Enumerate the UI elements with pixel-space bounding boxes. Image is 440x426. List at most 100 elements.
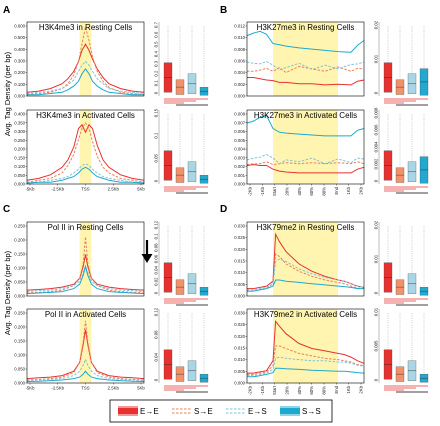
y-tick-label: 0.006 (234, 59, 245, 64)
y-tick-label: 0.150 (14, 155, 25, 160)
x-tick-label: 20% (285, 187, 290, 196)
x-tick-label: End (334, 186, 339, 194)
plot-h3k27me3-in-resting-cells: H3K27me3 in Resting Cells0.0120.0100.008… (234, 20, 429, 106)
series-line-ee (26, 123, 145, 181)
boxplot-h3k27me3-in-activated-cells: 0.008 0.006 0.004 0.002 0 (374, 107, 429, 194)
boxplot-tick-label: 0.1 (154, 233, 159, 240)
x-tick-label: -5Kb (25, 386, 35, 391)
boxplot-tick-label: 0.3 (154, 60, 159, 67)
series-line-ee (26, 329, 145, 380)
y-tick-label: 0.004 (234, 70, 245, 75)
y-tick-label: 0.000 (14, 94, 25, 99)
y-tick-label: 0.002 (234, 164, 245, 169)
y-tick-label: 0.005 (234, 282, 245, 287)
series-line-ee (26, 43, 145, 93)
y-tick-label: 0.007 (234, 120, 245, 125)
x-tick-label: 2.5Kb (108, 386, 120, 391)
boxplot-tick-label: 0.004 (374, 141, 379, 152)
plot-title: H3K79me2 in Activated Cells (254, 310, 357, 319)
y-tick-label: 0.000 (14, 294, 25, 299)
legend-label: S→E (194, 407, 213, 416)
y-tick-label: 0.006 (234, 129, 245, 134)
plot-frame (26, 221, 145, 297)
series-line-se (26, 320, 145, 381)
boxplot-tick-label: 0 (154, 291, 159, 294)
legend-label: E→S (248, 407, 267, 416)
series-line-ss (26, 166, 145, 184)
plot-frame (246, 21, 365, 97)
boxplot-tick-label: 0.02 (374, 20, 379, 29)
y-tick-label: 0.050 (14, 280, 25, 285)
series-line-ee (247, 319, 365, 374)
boxplot-tick-label: 0.7 (154, 21, 159, 28)
y-tick-label: 0.400 (14, 47, 25, 52)
boxplot-tick-label: 0.4 (154, 51, 159, 58)
x-tick-label: 1Kb (346, 385, 351, 393)
x-tick-label: Start (272, 385, 277, 395)
plot-h3k4me3-in-activated-cells: H3K4me3 in Activated Cells 0.400 0.350 0.30… (14, 108, 209, 194)
y-tick-label: 0.100 (14, 82, 25, 87)
series-line-ss (247, 367, 365, 378)
plot-frame (246, 221, 365, 297)
plot-title: H3K27me3 in Resting Cells (257, 23, 355, 32)
y-tick-label: 0.100 (14, 164, 25, 169)
y-tick-label: 0.150 (14, 252, 25, 257)
x-tick-label: 60% (309, 187, 314, 196)
plot-title: Pol II in Activated Cells (45, 310, 126, 319)
y-tick-label: 0.030 (234, 224, 245, 229)
legend-swatch (118, 407, 138, 415)
series-line-es (246, 153, 365, 165)
x-tick-label: 1Kb (346, 186, 351, 194)
boxplot-tick-label: 0.1 (154, 80, 159, 87)
y-tick-label: 0.008 (234, 112, 245, 117)
boxplot-tick-label: 0.08 (154, 243, 159, 252)
series-line-se (247, 345, 365, 375)
x-tick-label: 5Kb (137, 386, 145, 391)
x-tick-label: TSS (81, 187, 89, 192)
y-tick-label: 0.300 (14, 59, 25, 64)
boxplot-tick-label: 0.04 (154, 353, 159, 362)
y-tick-label: 0.000 (234, 294, 245, 299)
legend-frame (109, 399, 333, 423)
boxplot-pol-ii-in-resting-cells: 0.12 0.1 0.08 0.06 0.04 0.02 0 (154, 220, 209, 306)
boxplot-tick-label: 0.5 (154, 41, 159, 48)
plot-title: H3K79me2 in Resting Cells (257, 223, 355, 232)
boxplot-tick-label: 0.05 (154, 154, 159, 163)
series-line-es (247, 258, 365, 291)
boxplot-tick-label: 0.006 (374, 124, 379, 135)
ylabel-panel-a: Avg. Tag Density (per bp) (3, 51, 12, 136)
boxplot-tick-label: 0.12 (154, 220, 159, 229)
series-line-es (246, 60, 365, 71)
y-tick-label: 0.250 (14, 138, 25, 143)
down-arrow-icon (141, 240, 153, 263)
boxplot-tick-label: 0.01 (374, 254, 379, 263)
series-line-ss (26, 370, 145, 382)
y-tick-label: 0.010 (234, 270, 245, 275)
y-tick-label: 0.500 (14, 35, 25, 40)
y-tick-label: 0.004 (234, 147, 245, 152)
y-tick-label: 0.200 (14, 147, 25, 152)
y-tick-label: 0.001 (234, 173, 245, 178)
boxplot-tick-label: 0.01 (374, 307, 379, 316)
y-tick-label: 0.000 (234, 182, 245, 187)
y-tick-label: 0.250 (14, 311, 25, 316)
y-tick-label: 0.300 (14, 129, 25, 134)
y-tick-label: 0.000 (234, 381, 245, 386)
x-tick-label: -2Kb (248, 385, 253, 395)
y-tick-label: 0.005 (234, 138, 245, 143)
series-line-ss (26, 264, 145, 295)
series-line-ss (27, 68, 144, 96)
x-tick-label: -2.5Kb (51, 187, 64, 192)
y-tick-label: 0.010 (234, 35, 245, 40)
tss-highlight (79, 222, 92, 296)
x-tick-label: 5Kb (137, 187, 145, 192)
plot-h3k79me2-in-resting-cells: H3K79me2 in Resting Cells0.0300.0250.020… (234, 220, 429, 306)
boxplot-tick-label: 0 (374, 91, 379, 94)
y-tick-label: 0.200 (14, 238, 25, 243)
series-line-se (26, 122, 145, 183)
boxplot-h3k79me2-in-activated-cells: 0.01 0.005 0 (374, 307, 429, 393)
boxplot-tick-label: 0 (374, 291, 379, 294)
boxplot-h3k4me3-in-resting-cells: 0.7 0.6 0.5 0.4 0.3 0.2 0.1 0 (154, 21, 209, 106)
boxplot-tick-label: 0.06 (154, 254, 159, 263)
